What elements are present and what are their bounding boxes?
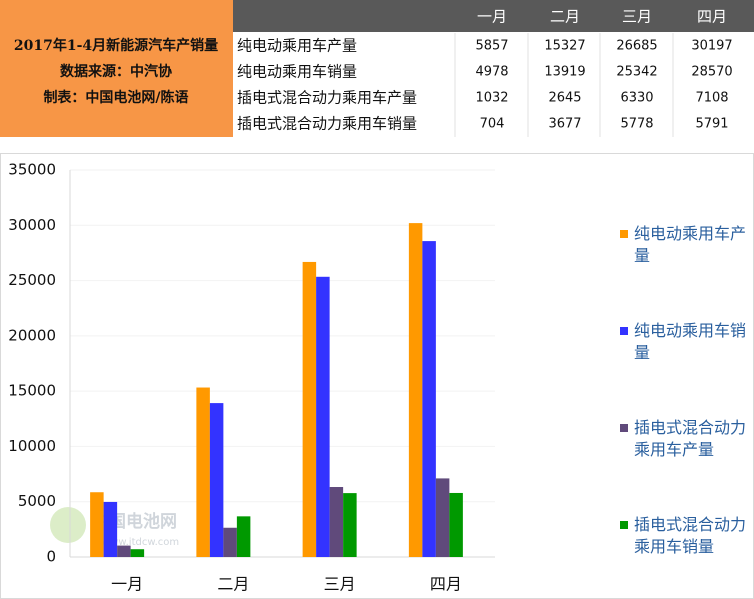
y-tick-label: 10000 xyxy=(8,437,56,455)
x-tick-label: 四月 xyxy=(430,575,462,594)
bar xyxy=(236,516,251,557)
y-tick-label: 35000 xyxy=(8,161,56,179)
column-header: 四月 xyxy=(697,8,727,26)
table-cell: 704 xyxy=(480,117,505,132)
legend-swatch xyxy=(620,424,628,432)
header-line: 数据来源：中汽协 xyxy=(60,63,172,80)
legend-entry: 纯电动乘用车销量 xyxy=(620,320,748,364)
bar xyxy=(90,492,104,557)
row-label: 纯电动乘用车销量 xyxy=(237,63,357,81)
table-cell: 25342 xyxy=(616,65,657,80)
row-label: 插电式混合动力乘用车销量 xyxy=(237,115,417,133)
column-header: 一月 xyxy=(477,8,507,26)
table-cell: 15327 xyxy=(544,39,585,54)
bar xyxy=(343,493,357,557)
table-cell: 2645 xyxy=(548,91,581,106)
legend-entry: 纯电动乘用车产量 xyxy=(620,223,748,267)
table-cell: 13919 xyxy=(544,65,585,80)
table-header xyxy=(233,0,754,32)
bar xyxy=(408,223,423,557)
bar xyxy=(422,241,436,558)
table-cell: 4978 xyxy=(475,65,508,80)
table-cell: 5778 xyxy=(620,117,653,132)
bar xyxy=(130,549,145,557)
x-tick-label: 二月 xyxy=(217,575,249,594)
legend-entry: 插电式混合动力乘用车销量 xyxy=(620,514,748,558)
table-cell: 6330 xyxy=(620,91,653,106)
x-tick-label: 一月 xyxy=(111,575,143,594)
column-header: 三月 xyxy=(622,8,652,26)
table-cell: 5791 xyxy=(695,117,728,132)
y-tick-label: 30000 xyxy=(8,216,56,234)
row-label: 插电式混合动力乘用车产量 xyxy=(237,89,417,107)
bar xyxy=(103,501,118,557)
table-cell: 7108 xyxy=(695,91,728,106)
y-tick-label: 25000 xyxy=(8,271,56,289)
legend-swatch xyxy=(620,327,628,335)
legend-swatch xyxy=(620,521,628,529)
bar xyxy=(196,387,210,557)
bar xyxy=(117,545,131,557)
bar xyxy=(329,487,344,557)
table-cell: 26685 xyxy=(616,39,657,54)
bar xyxy=(316,276,330,557)
watermark-logo xyxy=(50,507,86,543)
y-tick-label: 15000 xyxy=(8,382,56,400)
y-tick-label: 5000 xyxy=(18,492,56,510)
bar xyxy=(435,478,450,557)
bar xyxy=(209,403,224,557)
row-label: 纯电动乘用车产量 xyxy=(237,37,357,55)
legend-swatch xyxy=(620,230,628,238)
table-cell: 5857 xyxy=(475,39,508,54)
legend-label: 纯电动乘用车销量 xyxy=(634,321,747,362)
legend-entry: 插电式混合动力乘用车产量 xyxy=(620,417,748,461)
legend-label: 纯电动乘用车产量 xyxy=(634,224,747,265)
bar xyxy=(302,261,317,557)
table-cell: 3677 xyxy=(548,117,581,132)
legend-label: 插电式混合动力乘用车产量 xyxy=(634,418,747,459)
x-tick-label: 三月 xyxy=(324,575,356,594)
watermark-url: www.itdcw.com xyxy=(102,537,179,548)
bar xyxy=(449,492,463,557)
column-header: 二月 xyxy=(550,8,580,26)
header-line: 2017年1-4月新能源汽车产销量 xyxy=(14,37,218,54)
table-cell: 30197 xyxy=(691,39,732,54)
header-box xyxy=(0,0,233,137)
y-tick-label: 20000 xyxy=(8,326,56,344)
table-cell: 28570 xyxy=(691,65,732,80)
header-line: 制表：中国电池网/陈语 xyxy=(43,89,188,106)
legend-label: 插电式混合动力乘用车销量 xyxy=(634,515,747,556)
table-cell: 1032 xyxy=(475,91,508,106)
y-tick-label: 0 xyxy=(46,548,56,566)
bar xyxy=(223,527,237,557)
